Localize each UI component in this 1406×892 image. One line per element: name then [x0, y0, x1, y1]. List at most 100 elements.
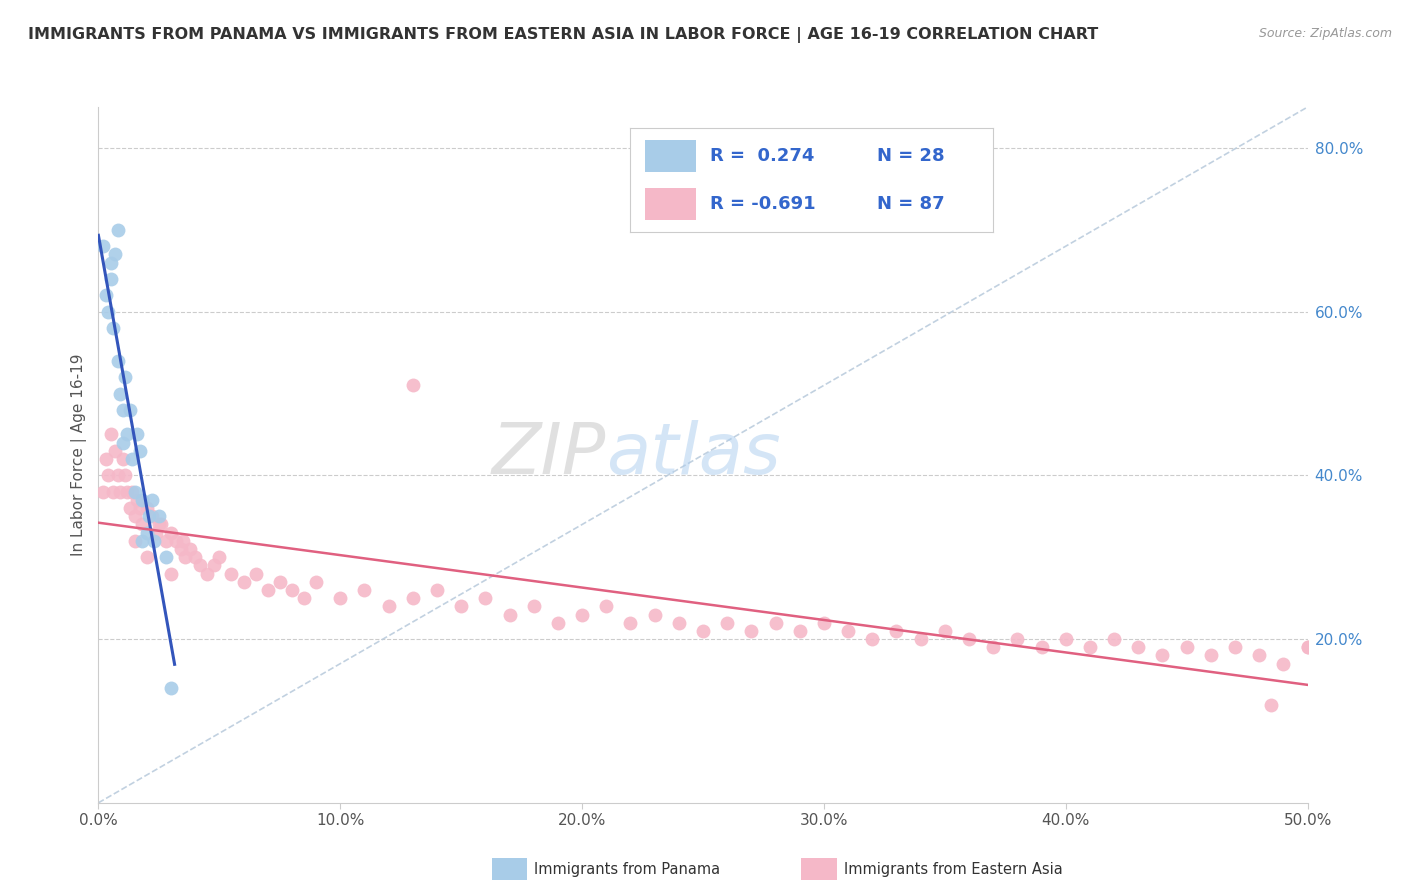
- Point: [789, 624, 811, 638]
- Point: [111, 403, 134, 417]
- Text: ZIP: ZIP: [492, 420, 606, 490]
- Point: [148, 517, 170, 532]
- Point: [124, 509, 146, 524]
- Point: [292, 591, 315, 606]
- Text: Immigrants from Panama: Immigrants from Panama: [534, 863, 720, 877]
- Point: [1296, 640, 1319, 655]
- Point: [402, 378, 425, 392]
- Point: [886, 624, 908, 638]
- Point: [107, 223, 129, 237]
- Point: [94, 452, 117, 467]
- Point: [104, 443, 127, 458]
- Point: [523, 599, 546, 614]
- Point: [245, 566, 267, 581]
- Point: [450, 599, 472, 614]
- Point: [135, 525, 157, 540]
- Point: [91, 239, 114, 253]
- Point: [1031, 640, 1053, 655]
- Point: [118, 403, 141, 417]
- Point: [121, 452, 143, 467]
- Point: [269, 574, 291, 589]
- Point: [765, 615, 787, 630]
- Point: [94, 288, 117, 302]
- Point: [305, 574, 328, 589]
- Point: [1296, 640, 1319, 655]
- Point: [957, 632, 980, 646]
- Point: [256, 582, 278, 597]
- Point: [165, 533, 187, 548]
- Point: [117, 484, 139, 499]
- Point: [172, 533, 194, 548]
- Point: [111, 452, 134, 467]
- Point: [692, 624, 714, 638]
- Point: [100, 427, 122, 442]
- Point: [131, 533, 153, 548]
- Point: [131, 517, 153, 532]
- Point: [108, 484, 131, 499]
- Y-axis label: In Labor Force | Age 16-19: In Labor Force | Age 16-19: [72, 353, 87, 557]
- Point: [107, 468, 129, 483]
- Point: [107, 353, 129, 368]
- Text: Immigrants from Eastern Asia: Immigrants from Eastern Asia: [844, 863, 1063, 877]
- Point: [1152, 648, 1174, 663]
- Point: [108, 386, 131, 401]
- Point: [1054, 632, 1077, 646]
- Point: [127, 492, 149, 507]
- Point: [179, 542, 201, 557]
- Point: [195, 566, 218, 581]
- Point: [837, 624, 859, 638]
- Point: [160, 566, 183, 581]
- Point: [1128, 640, 1150, 655]
- Point: [114, 468, 136, 483]
- Point: [160, 681, 183, 696]
- Point: [138, 509, 160, 524]
- Point: [1102, 632, 1125, 646]
- Point: [498, 607, 520, 622]
- Point: [353, 582, 375, 597]
- Point: [329, 591, 352, 606]
- Point: [1007, 632, 1029, 646]
- Point: [121, 484, 143, 499]
- Point: [174, 550, 197, 565]
- Point: [101, 484, 124, 499]
- Point: [100, 255, 122, 269]
- Point: [145, 525, 167, 540]
- Point: [571, 607, 593, 622]
- Point: [104, 247, 127, 261]
- Point: [155, 550, 177, 565]
- Point: [143, 533, 166, 548]
- Point: [101, 321, 124, 335]
- Point: [1078, 640, 1101, 655]
- Point: [118, 501, 141, 516]
- Point: [111, 435, 134, 450]
- Point: [619, 615, 641, 630]
- Point: [169, 542, 191, 557]
- Point: [813, 615, 835, 630]
- Point: [117, 427, 139, 442]
- Point: [547, 615, 569, 630]
- Point: [860, 632, 883, 646]
- Point: [188, 558, 211, 573]
- Point: [148, 509, 170, 524]
- Point: [740, 624, 762, 638]
- Point: [131, 492, 153, 507]
- Point: [221, 566, 243, 581]
- Point: [97, 468, 120, 483]
- Point: [644, 607, 666, 622]
- Point: [150, 517, 173, 532]
- Point: [100, 272, 122, 286]
- Point: [91, 484, 114, 499]
- Point: [595, 599, 617, 614]
- Point: [232, 574, 254, 589]
- Point: [1272, 657, 1295, 671]
- Point: [124, 484, 146, 499]
- Point: [208, 550, 231, 565]
- Text: atlas: atlas: [606, 420, 780, 490]
- Point: [97, 304, 120, 318]
- Point: [128, 443, 150, 458]
- Text: IMMIGRANTS FROM PANAMA VS IMMIGRANTS FROM EASTERN ASIA IN LABOR FORCE | AGE 16-1: IMMIGRANTS FROM PANAMA VS IMMIGRANTS FRO…: [28, 27, 1098, 43]
- Point: [204, 558, 226, 573]
- Point: [377, 599, 399, 614]
- Point: [1260, 698, 1282, 712]
- Point: [910, 632, 932, 646]
